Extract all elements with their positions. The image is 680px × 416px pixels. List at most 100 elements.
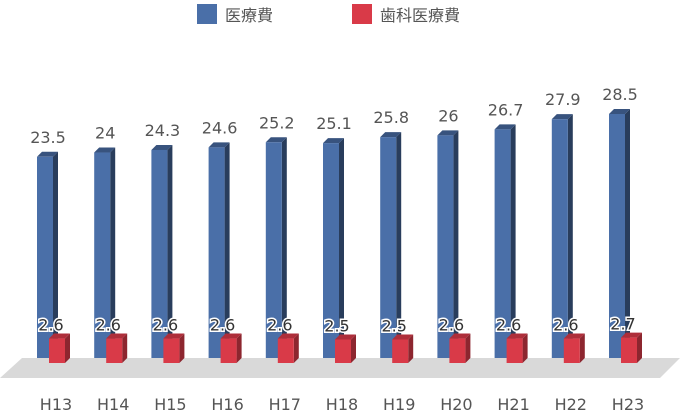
bar-series-1-top: [208, 142, 230, 148]
bar-series-1-top: [609, 109, 630, 114]
legend-swatch-series-1: [197, 4, 217, 24]
bar-series-1-side: [224, 142, 230, 358]
data-label-series-1: 24.6: [202, 118, 238, 137]
bar-series-2: [277, 338, 294, 363]
data-label-series-2: 2.6: [153, 316, 178, 335]
bar-series-1: [151, 149, 168, 358]
bar-series-1-side: [110, 147, 116, 358]
bar-series-2-side: [122, 333, 128, 363]
bar-series-1: [494, 129, 511, 358]
bar-series-2-top: [506, 333, 528, 339]
legend-item-series-2: 歯科医療費: [352, 2, 460, 26]
bar-series-1: [37, 156, 53, 358]
bar-series-2: [163, 338, 180, 363]
bar-series-1: [609, 114, 625, 358]
bar-series-2: [220, 338, 237, 363]
bar-series-1-top: [94, 147, 116, 153]
bar-series-2-top: [449, 333, 471, 339]
data-label-series-1: 26.7: [488, 100, 524, 119]
data-label-series-1: 23.5: [30, 128, 66, 147]
bar-series-1-top: [551, 114, 573, 120]
data-label-series-2: 2.5: [324, 317, 349, 336]
data-label-series-2: 2.6: [38, 316, 63, 335]
bar-series-2: [449, 338, 466, 363]
bar-series-1: [265, 142, 282, 358]
bar-series-2: [506, 338, 523, 363]
bar-series-2-top: [163, 333, 185, 339]
data-label-series-2: 2.6: [553, 316, 578, 335]
bar-series-2: [392, 339, 409, 363]
bar-series-1-side: [339, 138, 344, 358]
bar-series-2-side: [179, 333, 185, 363]
bar-series-1: [380, 137, 397, 358]
data-label-series-2: 2.6: [95, 316, 120, 335]
bar-series-2: [563, 338, 580, 363]
bar-series-2: [49, 338, 65, 363]
bar-series-1-top: [265, 137, 287, 143]
data-label-series-1: 28.5: [602, 85, 638, 104]
bar-series-1-side: [453, 130, 459, 358]
bar-series-1-side: [510, 124, 516, 358]
x-tick-label: H15: [154, 395, 186, 414]
bar-series-2-top: [621, 332, 642, 338]
bar-series-2-side: [637, 332, 642, 363]
x-tick-label: H17: [269, 395, 301, 414]
bar-series-1-top: [380, 132, 402, 138]
bar-series-2-side: [351, 334, 356, 363]
bar-series-2-side: [293, 333, 299, 363]
x-tick-label: H18: [326, 395, 358, 414]
bar-series-1-side: [567, 114, 573, 358]
data-label-series-1: 24: [95, 124, 115, 143]
bar-series-2: [621, 337, 637, 363]
bar-series-2-top: [49, 333, 70, 339]
chart-legend: 医療費 歯科医療費: [0, 2, 680, 28]
data-label-series-1: 25.1: [316, 114, 352, 133]
bar-series-1-side: [625, 109, 630, 358]
data-label-series-2: 2.6: [439, 316, 464, 335]
bar-series-1: [208, 147, 225, 358]
bar-series-1: [551, 119, 568, 358]
data-label-series-1: 25.2: [259, 113, 295, 132]
x-tick-label: H22: [555, 395, 587, 414]
data-label-series-1: 25.8: [373, 108, 409, 127]
bar-series-1-side: [281, 137, 287, 358]
x-tick-label: H23: [612, 395, 644, 414]
bar-series-2-side: [579, 333, 585, 363]
data-label-series-2: 2.6: [210, 316, 235, 335]
data-label-series-2: 2.6: [267, 316, 292, 335]
bar-series-1: [94, 152, 111, 358]
x-tick-label: H14: [97, 395, 129, 414]
bar-series-2-top: [563, 333, 585, 339]
bar-series-1-top: [151, 144, 173, 150]
x-tick-label: H16: [211, 395, 243, 414]
x-tick-label: H13: [40, 395, 72, 414]
bar-series-1-top: [494, 124, 516, 130]
bar-series-1-top: [323, 138, 344, 144]
bar-series-2-side: [236, 333, 242, 363]
x-tick-label: H20: [440, 395, 472, 414]
bar-series-2: [335, 339, 351, 363]
data-label-series-2: 2.6: [496, 316, 521, 335]
bar-series-2-side: [408, 334, 414, 363]
x-tick-label: H21: [497, 395, 529, 414]
data-label-series-1: 24.3: [145, 121, 181, 140]
bar-series-2-top: [335, 334, 356, 340]
legend-label-series-1: 医療費: [225, 6, 274, 25]
bar-series-1: [323, 143, 339, 358]
bar-series-1-side: [167, 144, 173, 358]
bar-series-2-side: [522, 333, 528, 363]
bar-series-2-side: [65, 333, 70, 363]
bar-series-2-top: [277, 333, 299, 339]
bar-series-2: [106, 338, 123, 363]
bar-series-2-top: [106, 333, 128, 339]
legend-item-series-1: 医療費: [197, 2, 273, 26]
bar-series-1: [437, 135, 454, 358]
data-label-series-2: 2.5: [381, 317, 406, 336]
data-label-series-1: 26: [438, 106, 458, 125]
bar-series-1-side: [53, 151, 58, 358]
x-tick-label: H19: [383, 395, 415, 414]
legend-swatch-series-2: [352, 4, 372, 24]
data-label-series-1: 27.9: [545, 90, 581, 109]
legend-label-series-2: 歯科医療費: [380, 6, 461, 25]
